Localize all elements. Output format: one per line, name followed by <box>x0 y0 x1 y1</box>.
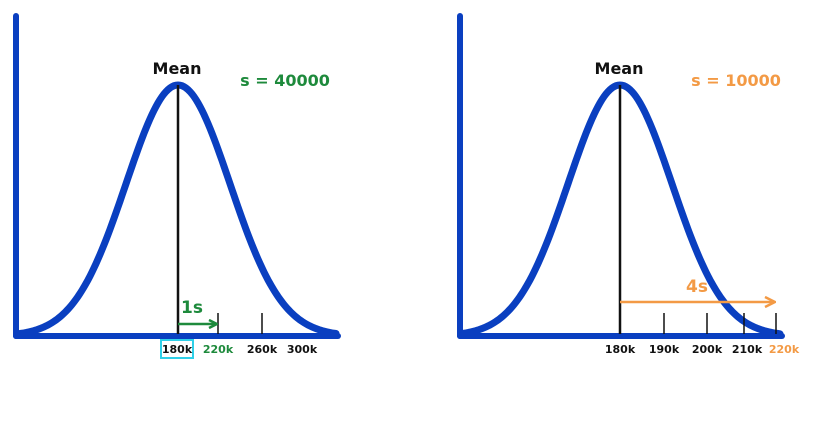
left-tick-label-260k: 260k <box>247 343 278 356</box>
left-highlight-box <box>160 339 194 359</box>
right-bell-curve <box>460 81 784 338</box>
right-sd-label: s = 10000 <box>691 71 781 90</box>
right-mean-label: Mean <box>595 59 644 78</box>
right-arrow-label: 4s <box>686 277 708 297</box>
left-tick-label-180k: 180k <box>162 343 193 356</box>
left-panel: Mean s = 40000 1s 180k 220k 260k 300k <box>13 13 341 359</box>
left-arrow-label: 1s <box>181 298 203 318</box>
right-tick-label-220k: 220k <box>769 343 800 356</box>
left-tick-label-300k: 300k <box>287 343 318 356</box>
right-tick-label-200k: 200k <box>692 343 723 356</box>
right-tick-label-210k: 210k <box>732 343 763 356</box>
left-tick-label-220k: 220k <box>203 343 234 356</box>
right-panel: Mean s = 10000 4s 180k 190k 200k 210k 22… <box>457 13 800 356</box>
right-tick-label-180k: 180k <box>605 343 636 356</box>
right-tick-label-190k: 190k <box>649 343 680 356</box>
left-sd-label: s = 40000 <box>240 71 330 90</box>
left-mean-label: Mean <box>153 59 202 78</box>
